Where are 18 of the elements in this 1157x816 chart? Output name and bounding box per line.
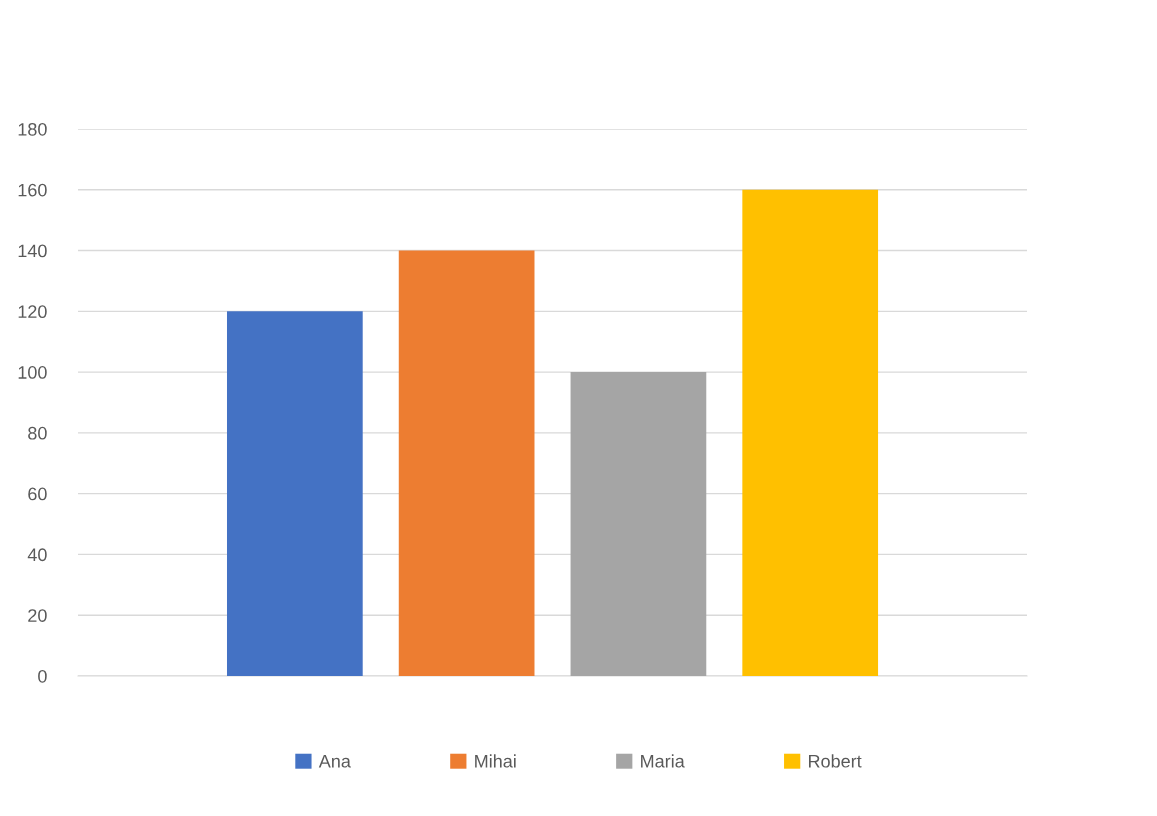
bar (398, 250, 535, 676)
y-tick-label: 0 (38, 669, 47, 683)
y-tick-label: 20 (28, 609, 47, 622)
y-tick-label: 80 (28, 426, 47, 440)
bar (570, 372, 707, 676)
y-tick-label: 160 (18, 183, 47, 197)
bar (226, 311, 363, 676)
y-tick-label: 100 (18, 366, 47, 379)
y-tick-label: 180 (18, 122, 47, 136)
legend-label: Ana (318, 755, 351, 768)
legend-label: Mihai (475, 754, 516, 768)
y-tick-label: 40 (27, 548, 47, 562)
y-tick-label: 120 (18, 305, 47, 319)
y-tick-label: 140 (18, 244, 47, 258)
y-tick-label: 60 (28, 487, 47, 501)
legend-label: Maria (641, 754, 685, 768)
legend-label: Robert (809, 754, 862, 768)
bar (742, 189, 879, 676)
